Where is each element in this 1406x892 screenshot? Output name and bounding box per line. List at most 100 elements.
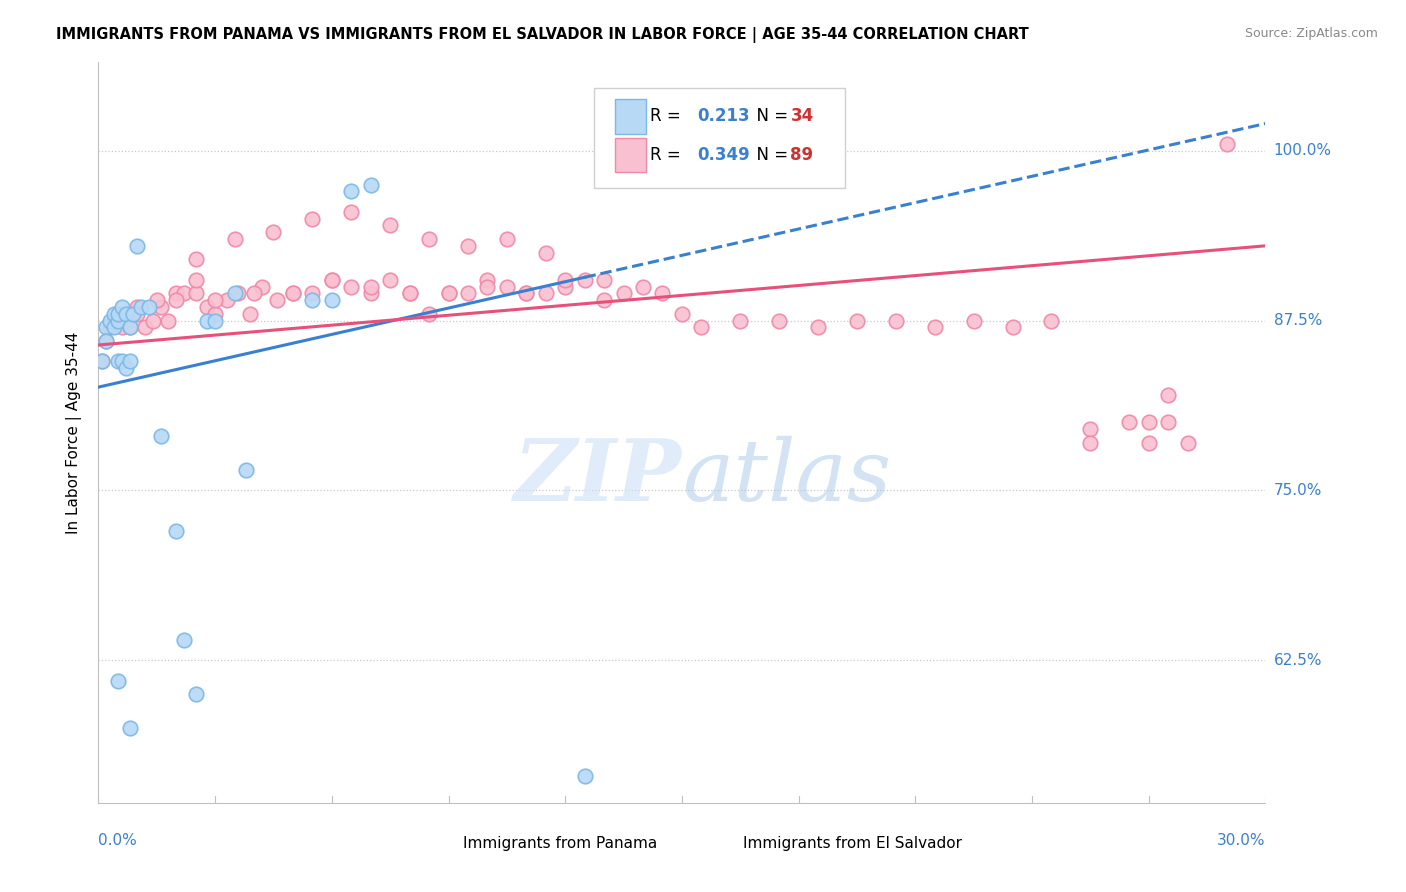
Point [228, 286, 250, 301]
Point [1157, 388, 1180, 402]
Point [184, 687, 207, 701]
Point [301, 286, 323, 301]
Point [107, 313, 129, 327]
Point [360, 178, 382, 192]
Point [204, 307, 226, 321]
Point [157, 313, 180, 327]
Point [266, 293, 288, 308]
Point [184, 273, 207, 287]
Point [340, 205, 363, 219]
Point [515, 286, 537, 301]
Point [243, 286, 266, 301]
Point [380, 219, 402, 233]
Point [146, 293, 169, 308]
Point [515, 286, 537, 301]
Point [118, 320, 141, 334]
Point [204, 313, 226, 327]
FancyBboxPatch shape [704, 831, 733, 855]
Point [122, 307, 145, 321]
Point [107, 673, 129, 688]
Point [122, 307, 145, 321]
Point [107, 307, 129, 321]
Point [118, 721, 141, 735]
Point [114, 307, 136, 321]
Point [321, 273, 343, 287]
Point [127, 300, 149, 314]
Point [204, 293, 226, 308]
Point [418, 307, 440, 321]
Point [1001, 320, 1024, 334]
Text: N =: N = [747, 146, 793, 164]
Text: Immigrants from El Salvador: Immigrants from El Salvador [742, 836, 962, 851]
Point [281, 286, 304, 301]
Point [134, 320, 156, 334]
Point [477, 273, 499, 287]
Point [142, 313, 165, 327]
Point [103, 313, 125, 327]
Point [593, 293, 616, 308]
Point [114, 313, 136, 327]
Point [224, 286, 246, 301]
Text: 75.0%: 75.0% [1274, 483, 1322, 498]
Point [165, 286, 187, 301]
FancyBboxPatch shape [616, 99, 645, 134]
Point [457, 239, 479, 253]
Point [149, 429, 172, 443]
Point [340, 185, 363, 199]
Text: R =: R = [651, 108, 686, 126]
Point [96, 320, 118, 334]
Point [103, 320, 125, 334]
Point [96, 334, 118, 348]
Text: ZIP: ZIP [515, 435, 682, 519]
Point [235, 463, 257, 477]
Point [846, 313, 869, 327]
Point [215, 293, 238, 308]
Point [554, 273, 576, 287]
Point [924, 320, 946, 334]
Point [340, 279, 363, 293]
Point [730, 313, 752, 327]
Point [118, 354, 141, 368]
Text: 34: 34 [790, 108, 814, 126]
Point [107, 354, 129, 368]
Point [195, 313, 218, 327]
Point [111, 300, 134, 314]
Point [281, 286, 304, 301]
Point [651, 286, 673, 301]
Text: 89: 89 [790, 146, 814, 164]
Point [1177, 435, 1199, 450]
Point [118, 320, 141, 334]
Point [437, 286, 460, 301]
Text: IMMIGRANTS FROM PANAMA VS IMMIGRANTS FROM EL SALVADOR IN LABOR FORCE | AGE 35-44: IMMIGRANTS FROM PANAMA VS IMMIGRANTS FRO… [56, 27, 1029, 43]
Point [165, 293, 187, 308]
Point [496, 279, 519, 293]
Point [1157, 416, 1180, 430]
Point [173, 286, 195, 301]
Point [690, 320, 713, 334]
Point [301, 211, 323, 226]
Point [574, 273, 596, 287]
Point [91, 354, 114, 368]
FancyBboxPatch shape [425, 831, 451, 855]
Point [149, 300, 172, 314]
Point [398, 286, 420, 301]
Point [496, 232, 519, 246]
Point [165, 524, 187, 538]
Point [534, 286, 557, 301]
Point [224, 232, 246, 246]
Text: 62.5%: 62.5% [1274, 653, 1322, 667]
Point [138, 300, 160, 314]
FancyBboxPatch shape [616, 138, 645, 172]
Point [91, 354, 114, 368]
Point [631, 279, 654, 293]
Point [321, 273, 343, 287]
Point [807, 320, 830, 334]
Point [437, 286, 460, 301]
Point [129, 300, 152, 314]
Text: Immigrants from Panama: Immigrants from Panama [463, 836, 657, 851]
Point [360, 286, 382, 301]
Point [1118, 416, 1140, 430]
Text: 0.349: 0.349 [697, 146, 749, 164]
Point [239, 307, 262, 321]
Point [1080, 422, 1102, 436]
